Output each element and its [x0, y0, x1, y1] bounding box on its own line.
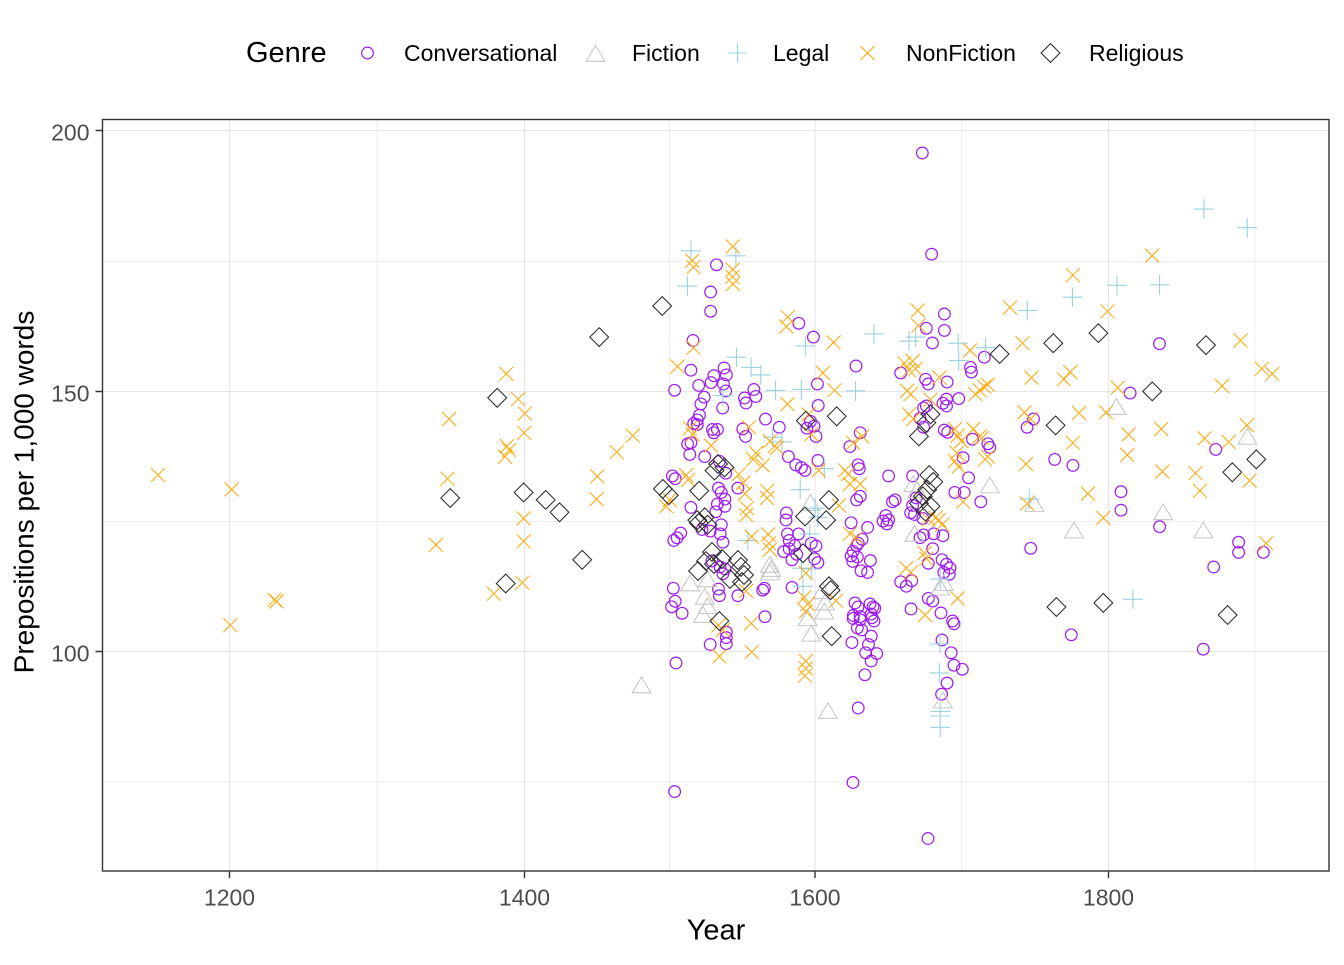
svg-text:150: 150 — [51, 381, 89, 407]
svg-text:Prepositions per 1,000 words: Prepositions per 1,000 words — [9, 311, 40, 674]
svg-text:100: 100 — [51, 641, 89, 667]
svg-text:Legal: Legal — [773, 40, 829, 66]
svg-text:1200: 1200 — [204, 885, 255, 911]
svg-text:Genre: Genre — [246, 37, 327, 69]
svg-text:Fiction: Fiction — [632, 40, 700, 66]
svg-text:200: 200 — [51, 120, 89, 146]
svg-text:1400: 1400 — [499, 885, 550, 911]
svg-text:Conversational: Conversational — [404, 40, 557, 66]
svg-text:NonFiction: NonFiction — [906, 40, 1016, 66]
svg-text:1800: 1800 — [1083, 885, 1134, 911]
svg-text:Year: Year — [687, 915, 746, 947]
svg-text:1600: 1600 — [789, 885, 840, 911]
svg-text:Religious: Religious — [1089, 40, 1184, 66]
